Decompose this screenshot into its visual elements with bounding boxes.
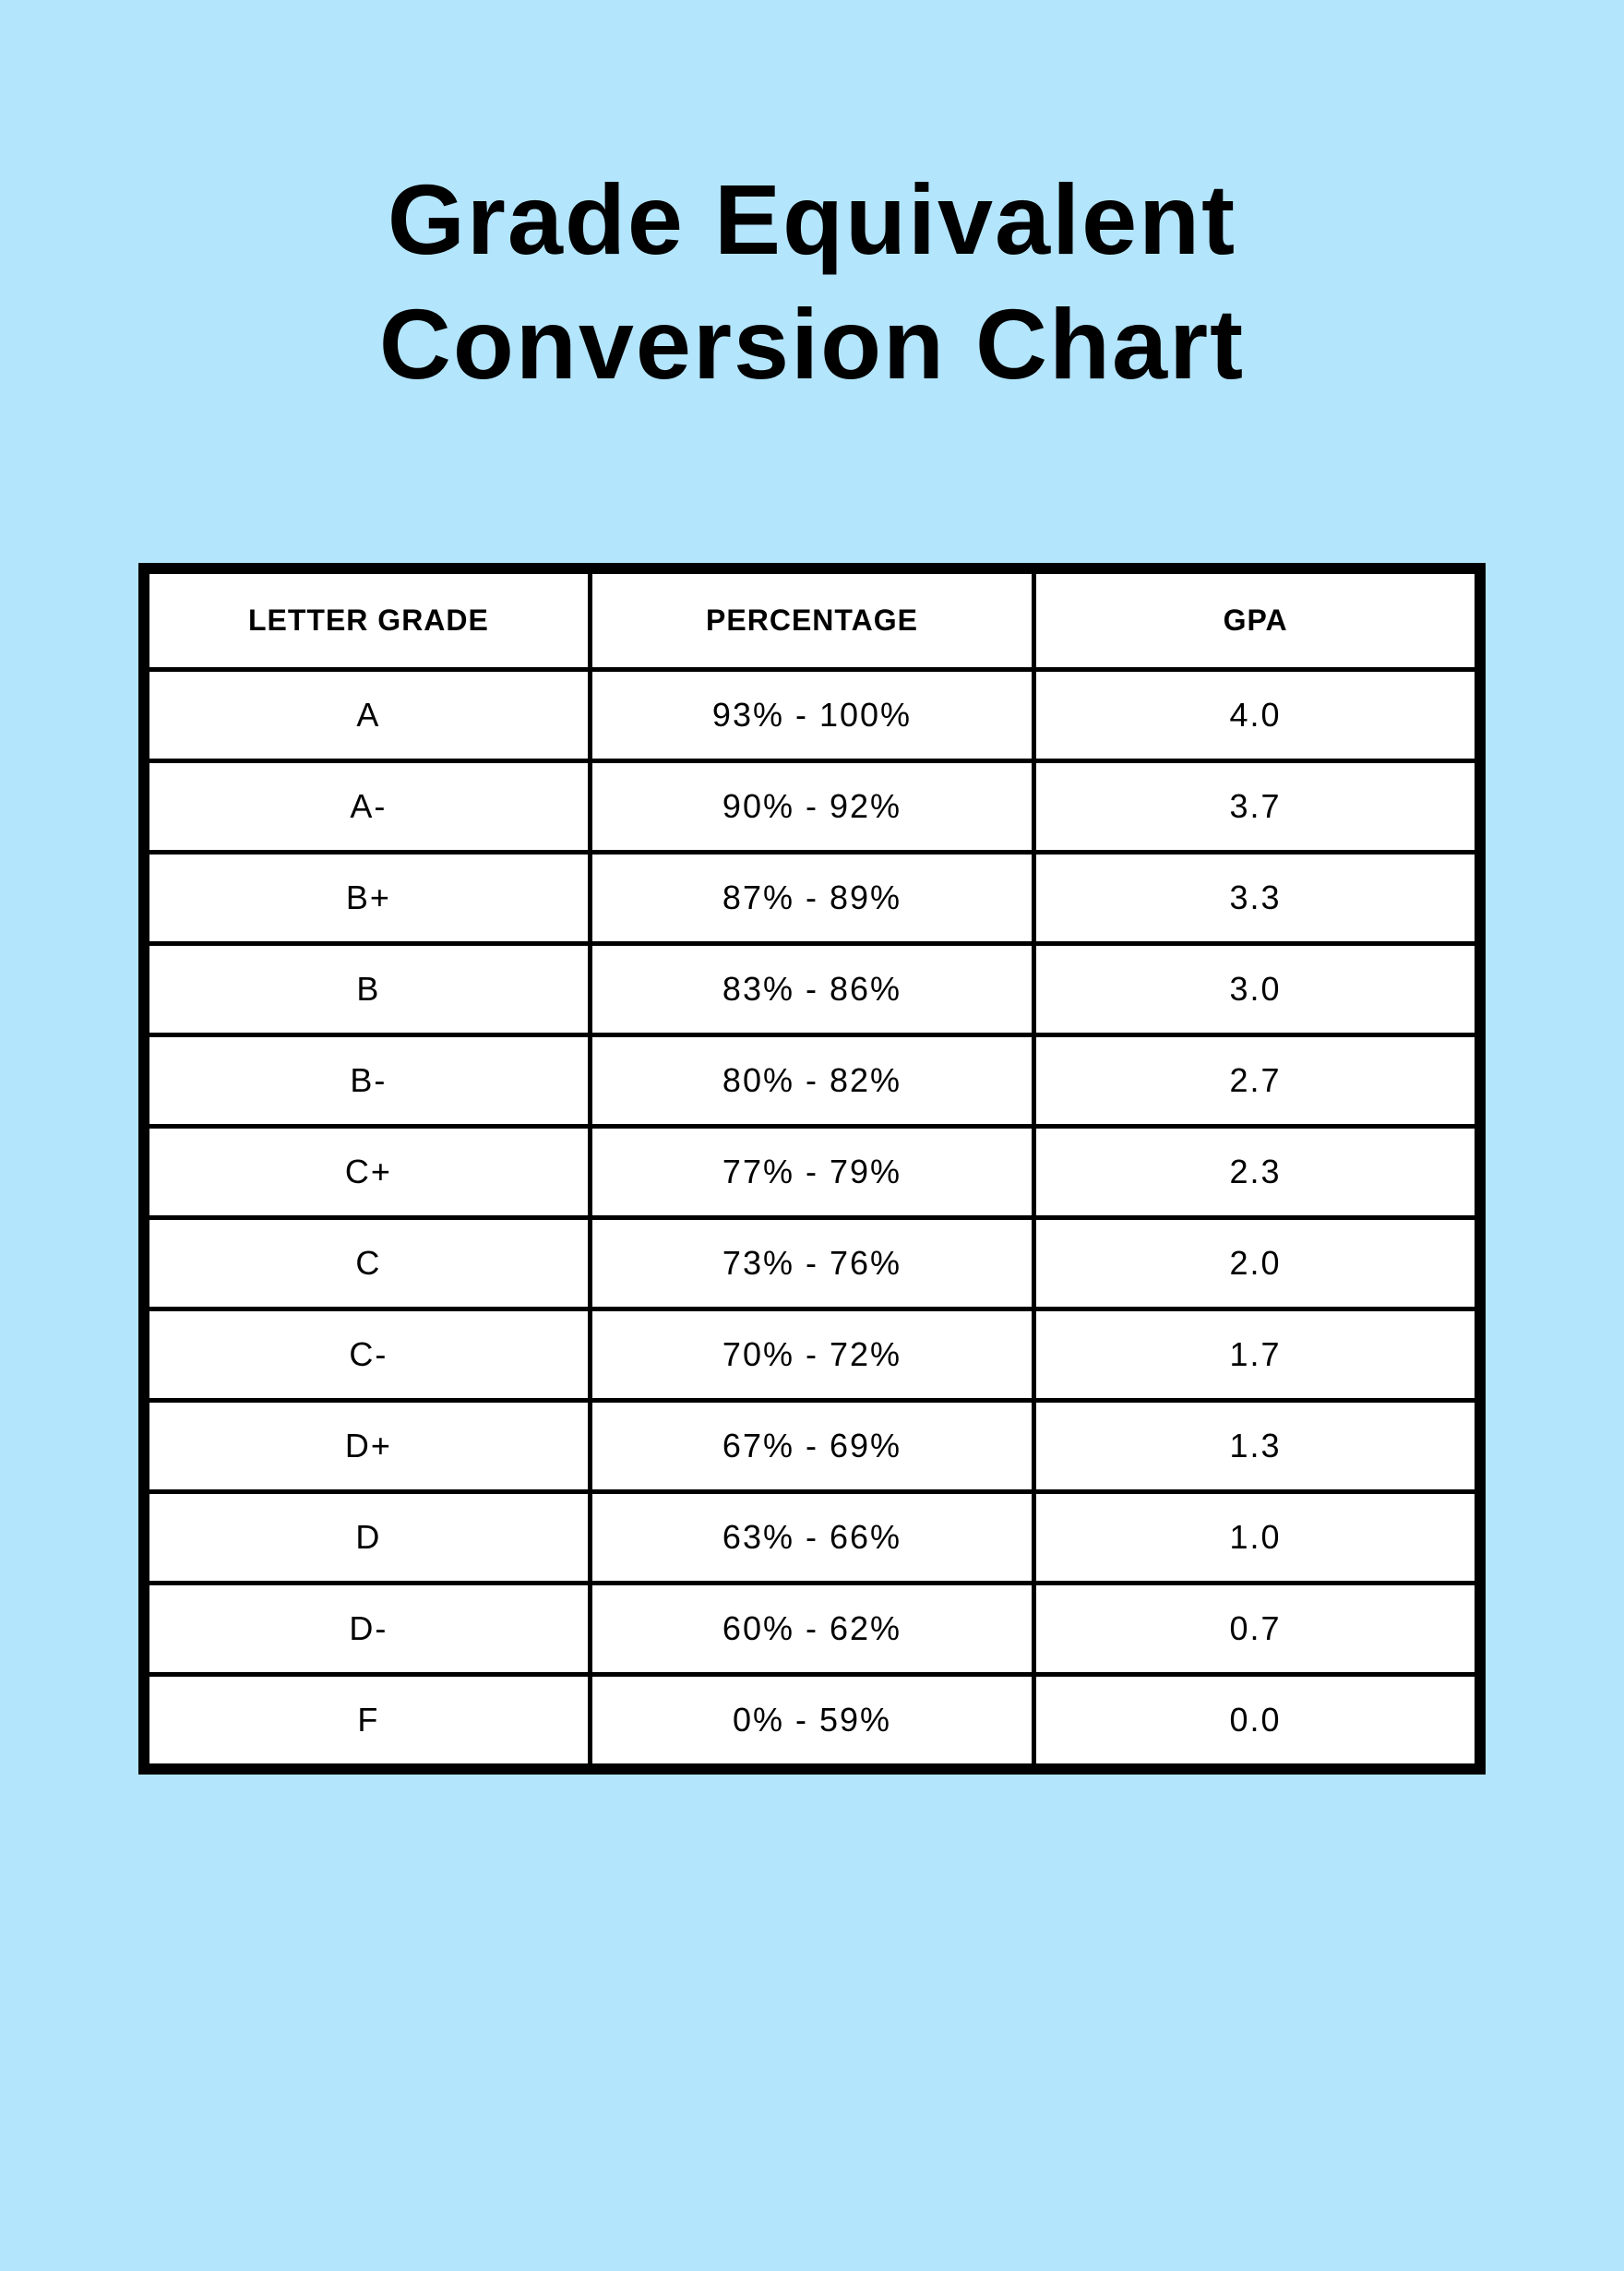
cell-gpa: 2.3: [1034, 1127, 1477, 1218]
table-row: B 83% - 86% 3.0: [148, 944, 1477, 1035]
cell-percentage: 60% - 62%: [590, 1584, 1033, 1675]
title-line-2: Conversion Chart: [379, 288, 1245, 400]
cell-letter-grade: B-: [148, 1035, 591, 1127]
cell-letter-grade: F: [148, 1675, 591, 1766]
cell-percentage: 67% - 69%: [590, 1401, 1033, 1492]
cell-letter-grade: B+: [148, 853, 591, 944]
table-header-row: LETTER GRADE PERCENTAGE GPA: [148, 572, 1477, 670]
column-header-percentage: PERCENTAGE: [590, 572, 1033, 670]
cell-letter-grade: C-: [148, 1309, 591, 1401]
column-header-letter-grade: LETTER GRADE: [148, 572, 591, 670]
grade-conversion-table: LETTER GRADE PERCENTAGE GPA A 93% - 100%…: [145, 569, 1479, 1768]
cell-percentage: 63% - 66%: [590, 1492, 1033, 1584]
cell-percentage: 83% - 86%: [590, 944, 1033, 1035]
cell-gpa: 3.3: [1034, 853, 1477, 944]
column-header-gpa: GPA: [1034, 572, 1477, 670]
cell-letter-grade: D-: [148, 1584, 591, 1675]
table-body: A 93% - 100% 4.0 A- 90% - 92% 3.7 B+ 87%…: [148, 670, 1477, 1766]
cell-gpa: 3.0: [1034, 944, 1477, 1035]
cell-percentage: 80% - 82%: [590, 1035, 1033, 1127]
cell-percentage: 87% - 89%: [590, 853, 1033, 944]
cell-percentage: 90% - 92%: [590, 761, 1033, 853]
cell-percentage: 73% - 76%: [590, 1218, 1033, 1309]
cell-letter-grade: C: [148, 1218, 591, 1309]
table-row: C+ 77% - 79% 2.3: [148, 1127, 1477, 1218]
cell-gpa: 1.0: [1034, 1492, 1477, 1584]
table-row: D+ 67% - 69% 1.3: [148, 1401, 1477, 1492]
cell-letter-grade: B: [148, 944, 591, 1035]
table-row: A 93% - 100% 4.0: [148, 670, 1477, 761]
table-row: B+ 87% - 89% 3.3: [148, 853, 1477, 944]
table-row: A- 90% - 92% 3.7: [148, 761, 1477, 853]
cell-gpa: 1.3: [1034, 1401, 1477, 1492]
table-row: D- 60% - 62% 0.7: [148, 1584, 1477, 1675]
cell-letter-grade: C+: [148, 1127, 591, 1218]
table-row: C- 70% - 72% 1.7: [148, 1309, 1477, 1401]
cell-gpa: 0.0: [1034, 1675, 1477, 1766]
cell-gpa: 1.7: [1034, 1309, 1477, 1401]
page-title: Grade Equivalent Conversion Chart: [379, 157, 1245, 406]
cell-gpa: 4.0: [1034, 670, 1477, 761]
grade-conversion-table-container: LETTER GRADE PERCENTAGE GPA A 93% - 100%…: [138, 563, 1486, 1775]
cell-percentage: 70% - 72%: [590, 1309, 1033, 1401]
cell-percentage: 77% - 79%: [590, 1127, 1033, 1218]
cell-letter-grade: A: [148, 670, 591, 761]
title-line-1: Grade Equivalent: [388, 163, 1236, 275]
cell-letter-grade: D+: [148, 1401, 591, 1492]
cell-gpa: 3.7: [1034, 761, 1477, 853]
cell-percentage: 0% - 59%: [590, 1675, 1033, 1766]
cell-percentage: 93% - 100%: [590, 670, 1033, 761]
table-row: B- 80% - 82% 2.7: [148, 1035, 1477, 1127]
cell-letter-grade: D: [148, 1492, 591, 1584]
cell-gpa: 0.7: [1034, 1584, 1477, 1675]
cell-gpa: 2.7: [1034, 1035, 1477, 1127]
table-row: C 73% - 76% 2.0: [148, 1218, 1477, 1309]
table-row: D 63% - 66% 1.0: [148, 1492, 1477, 1584]
cell-letter-grade: A-: [148, 761, 591, 853]
table-row: F 0% - 59% 0.0: [148, 1675, 1477, 1766]
cell-gpa: 2.0: [1034, 1218, 1477, 1309]
